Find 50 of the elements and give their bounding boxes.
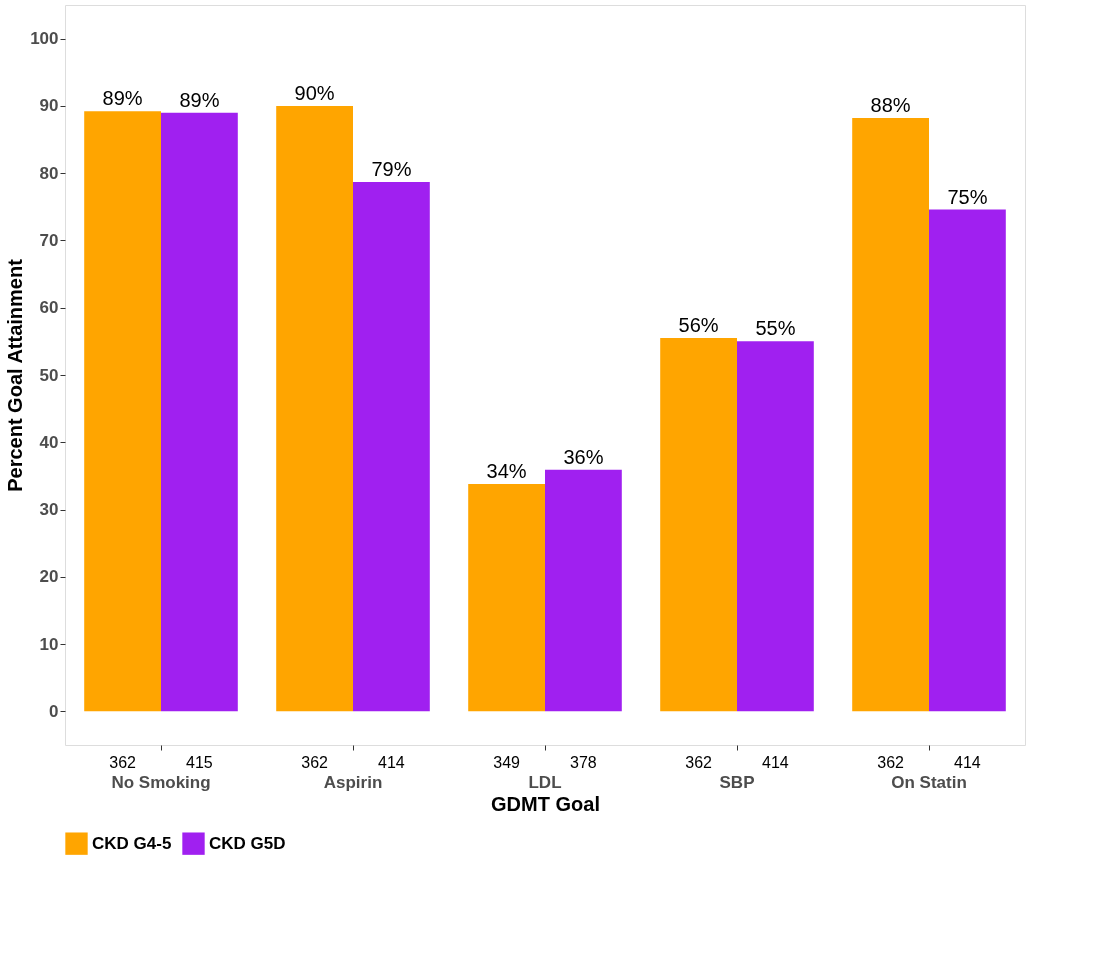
y-tick-label: 30 [39,500,59,520]
legend-label: CKD G4-5 [92,833,172,853]
text: 414 [378,754,405,771]
text: 414 [954,754,981,771]
x-tick-label: On Statin [891,772,967,792]
x-tick-label: LDL [528,772,562,792]
y-tick-label: 20 [39,567,59,587]
y-tick-label: 50 [39,365,59,385]
bar [660,338,737,712]
data-label: 36% [563,445,604,468]
y-axis-title: Percent Goal Attainment [4,258,27,492]
data-label: 56% [678,314,719,336]
data-label: 89% [102,87,143,110]
x-tick-label: SBP [719,772,755,792]
y-tick-label: 0 [49,701,59,721]
y-tick-label: 10 [39,634,59,654]
bar [468,483,545,712]
y-tick-label: 80 [39,163,59,183]
y-tick-label: 70 [39,230,59,250]
y-tick-label: 90 [39,96,59,116]
bar [929,209,1006,712]
y-tick-label: 100 [30,29,59,49]
text: 362 [877,754,905,771]
text: 362 [109,754,137,771]
bar [852,118,929,712]
text: 362 [685,754,713,771]
y-tick-label: 60 [39,298,59,318]
x-tick-label: No Smoking [111,772,211,792]
data-label: 89% [179,88,220,111]
text: 378 [570,754,597,771]
bar [737,341,814,712]
x-axis-title: GDMT Goal [491,792,600,815]
text: 349 [493,754,521,771]
data-label: 55% [755,317,796,340]
text: 362 [301,754,329,771]
data-label: 75% [947,185,988,208]
bar [353,181,430,712]
data-label: 79% [371,157,412,180]
bar [161,112,238,712]
text: 414 [762,754,789,771]
data-label: 88% [870,94,911,117]
legend-label: CKD G5D [209,833,286,853]
bar [545,469,622,712]
text: 415 [186,754,213,771]
data-label: 34% [486,459,527,482]
y-tick-label: 40 [39,432,59,452]
x-tick-label: Aspirin [323,772,383,792]
bar [276,105,353,712]
bar [84,111,161,712]
data-label: 90% [294,81,335,104]
